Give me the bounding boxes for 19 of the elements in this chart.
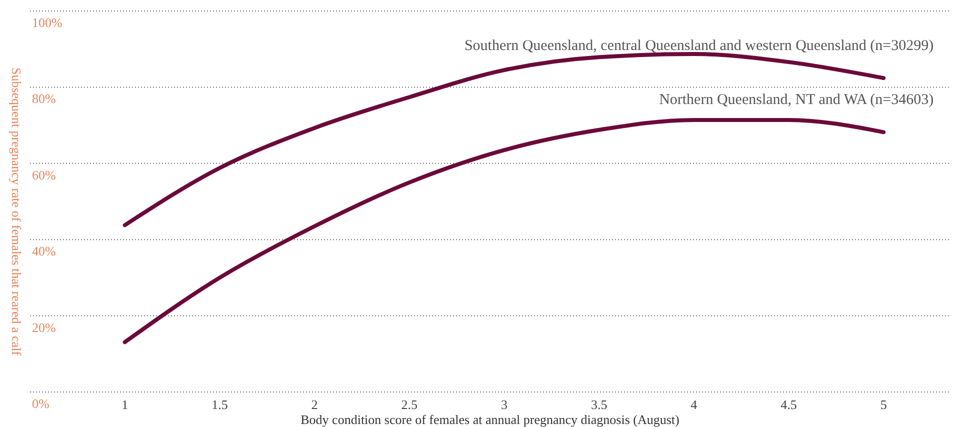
y-tick-label: 20% — [32, 320, 56, 335]
x-tick-label: 3 — [500, 397, 508, 412]
x-axis-title: Body condition score of females at annual pregnancy diagnosis (August) — [300, 412, 680, 427]
x-tick-label: 4 — [690, 397, 698, 412]
x-tick-label: 3.5 — [590, 397, 608, 412]
x-tick-label: 2 — [311, 397, 318, 412]
x-tick-label: 1 — [122, 397, 128, 412]
y-axis-title: Subsequent pregnancy rate of females that reared a calf — [9, 67, 24, 356]
series-label: Northern Queensland, NT and WA (n=34603) — [659, 92, 934, 108]
series-label: Southern Queensland, central Queensland and western Queensland (n=30299) — [464, 38, 934, 54]
y-tick-label: 60% — [32, 167, 56, 182]
x-tick-label: 2.5 — [401, 397, 418, 412]
y-tick-label: 80% — [32, 91, 56, 106]
x-tick-label: 4.5 — [780, 397, 797, 412]
y-tick-label: 40% — [32, 244, 56, 259]
y-tick-label: 0% — [32, 396, 50, 411]
y-tick-label: 100% — [32, 15, 62, 30]
x-tick-label: 5 — [880, 397, 887, 412]
x-tick-label: 1.5 — [212, 397, 228, 412]
